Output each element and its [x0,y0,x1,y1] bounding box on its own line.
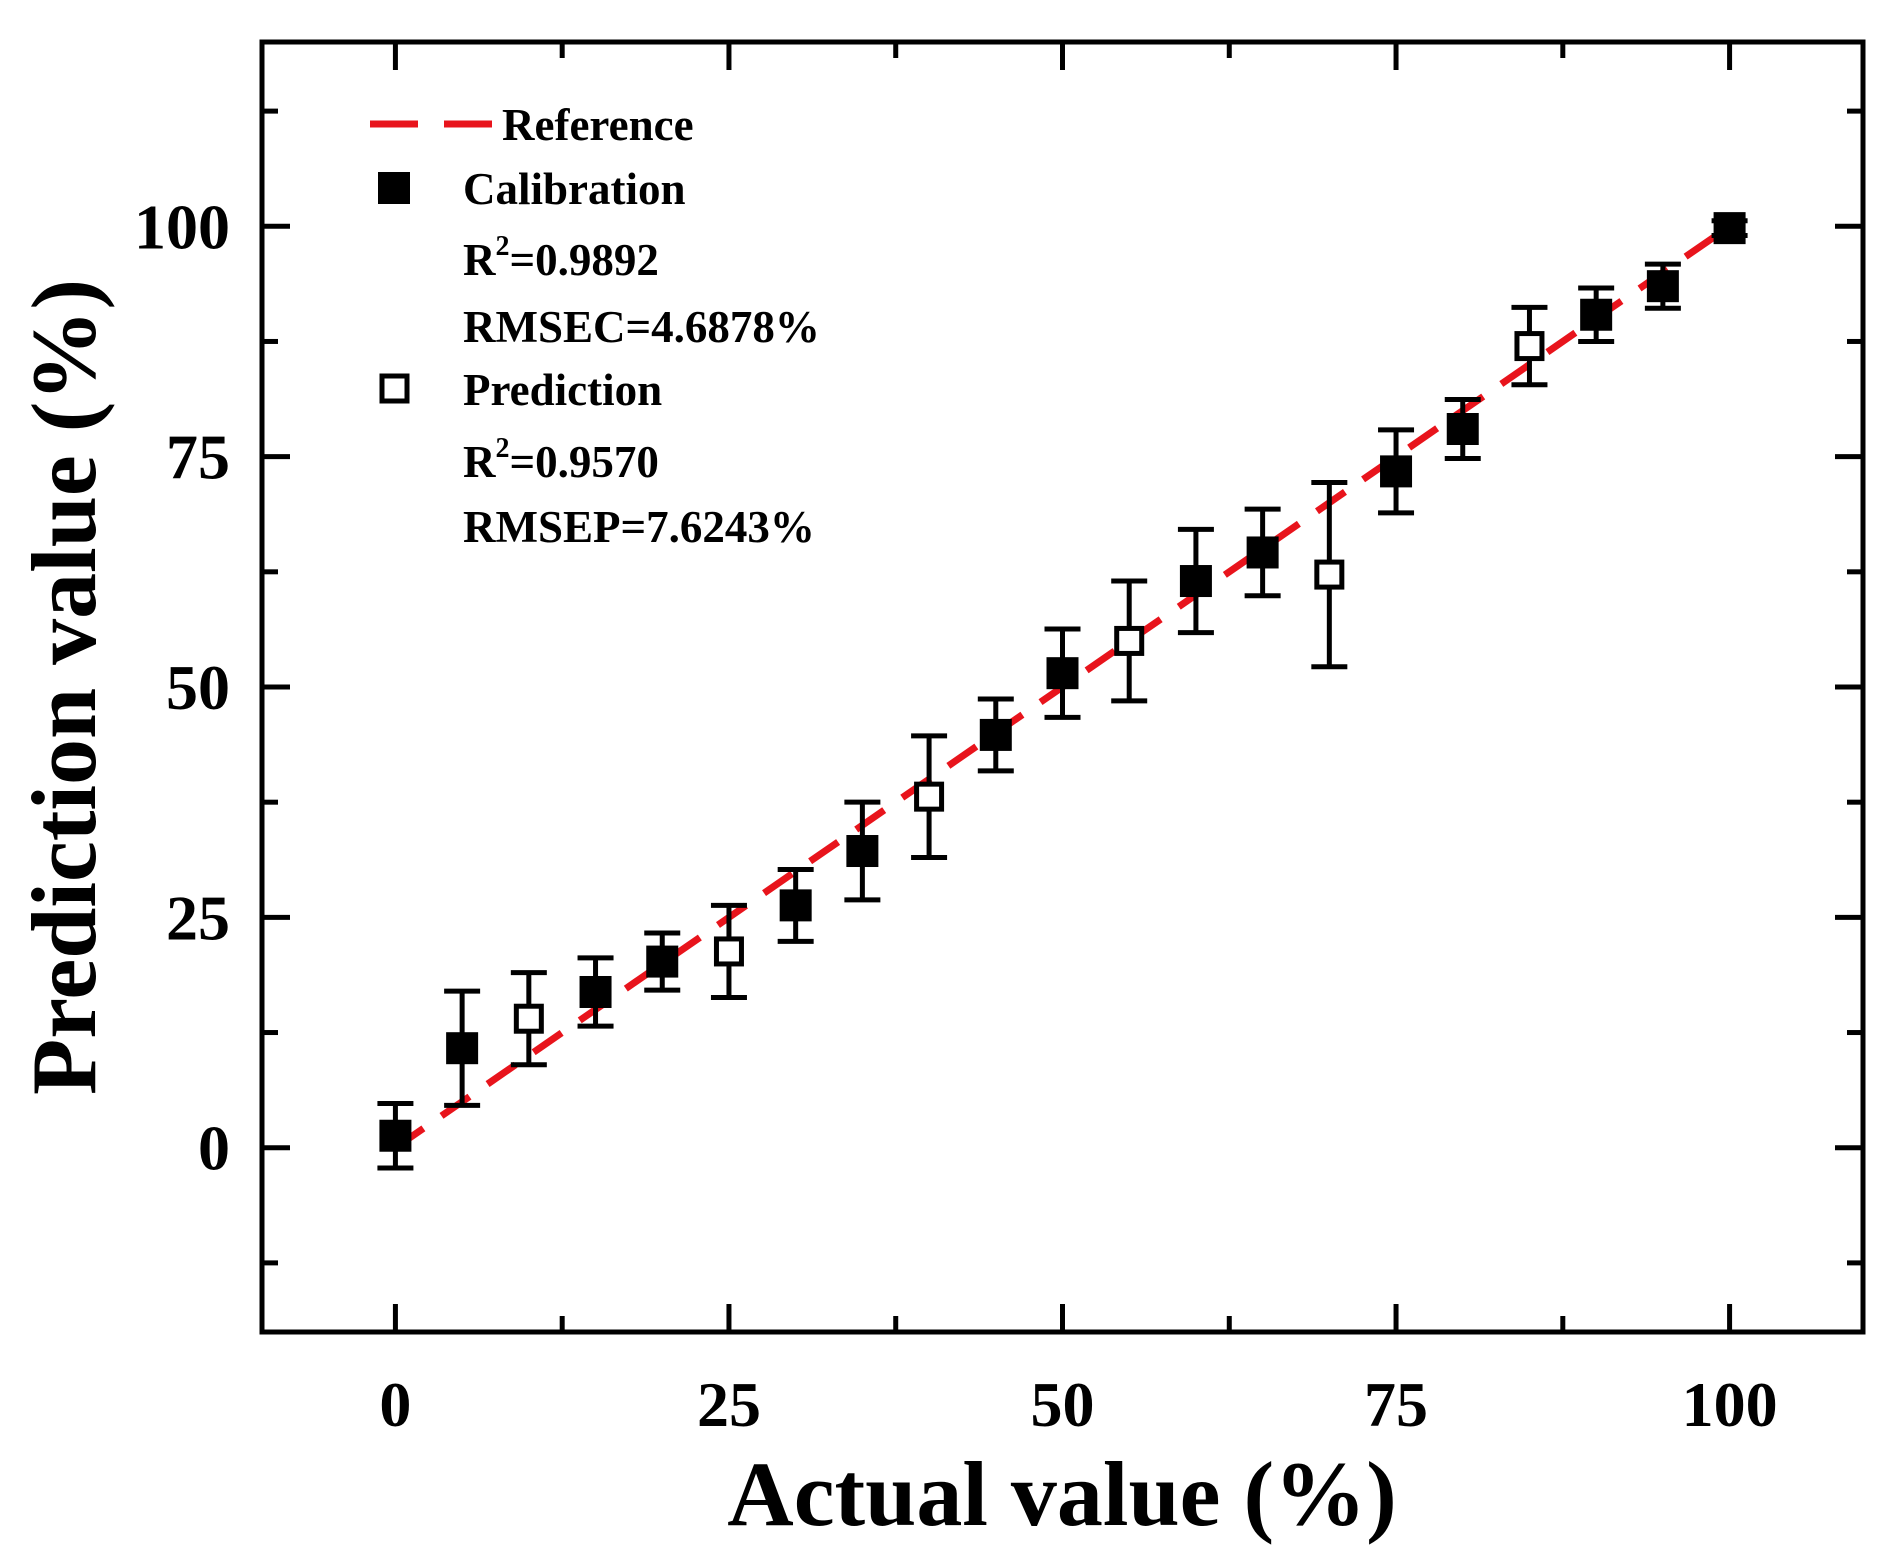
calibration-r2-value: =0.9892 [510,235,659,285]
prediction-point [1314,559,1345,590]
calibration-r-superscript: 2 [496,231,510,262]
calibration-point [446,1032,479,1065]
calibration-point [379,1119,412,1152]
legend-prediction-swatch [379,373,410,404]
calibration-point [846,835,879,868]
calibration-point [1179,565,1212,598]
prediction-point [513,1003,544,1034]
x-tick-label: 25 [697,1369,761,1440]
legend-prediction-label: Prediction [463,365,662,415]
y-tick-label: 100 [134,191,230,262]
calibration-point [1713,212,1746,245]
y-tick-label: 50 [166,652,230,723]
x-tick-label: 0 [379,1369,411,1440]
calibration-r-symbol: R [463,235,496,285]
x-tick-label: 100 [1682,1369,1778,1440]
legend-prediction-rmsep: RMSEP=7.6243% [463,502,815,552]
calibration-point [1646,270,1679,303]
calibration-point [1580,298,1613,331]
prediction-r-superscript: 2 [496,433,510,464]
y-tick-label: 0 [198,1113,230,1184]
calibration-point [1446,413,1479,445]
calibration-point [779,889,812,922]
legend-calibration-swatch [378,172,410,204]
y-tick-label: 75 [166,422,230,493]
prediction-r2-value: =0.9570 [510,437,659,487]
calibration-point [646,945,679,978]
prediction-point [713,936,744,967]
axis-ticks [262,42,1863,1332]
plot-marks [377,212,1748,1171]
x-axis-title: Actual value (%) [727,1443,1396,1545]
tick-labels: 0 25 50 75 100 0 25 50 75 100 [134,191,1778,1440]
y-axis-title: Prediction value (%) [13,279,115,1095]
legend-calibration-label: Calibration [463,164,686,214]
calibration-point [579,975,612,1008]
legend-reference-label: Reference [502,100,694,150]
prediction-r-symbol: R [463,437,496,487]
prediction-point [914,781,945,812]
y-tick-label: 25 [166,882,230,953]
x-tick-label: 75 [1364,1369,1428,1440]
legend-calibration-rmsec: RMSEC=4.6878% [463,302,820,352]
legend-prediction-r2: R2=0.9570 [463,433,659,487]
calibration-point [1046,657,1079,690]
legend: Reference Calibration R2=0.9892 RMSEC=4.… [370,100,820,552]
x-tick-label: 50 [1031,1369,1095,1440]
prediction-point [1114,625,1145,656]
calibration-point [979,718,1012,751]
calibration-point [1380,455,1413,488]
legend-calibration-r2: R2=0.9892 [463,231,659,285]
prediction-point [1514,331,1545,362]
calibration-point [1246,536,1279,569]
